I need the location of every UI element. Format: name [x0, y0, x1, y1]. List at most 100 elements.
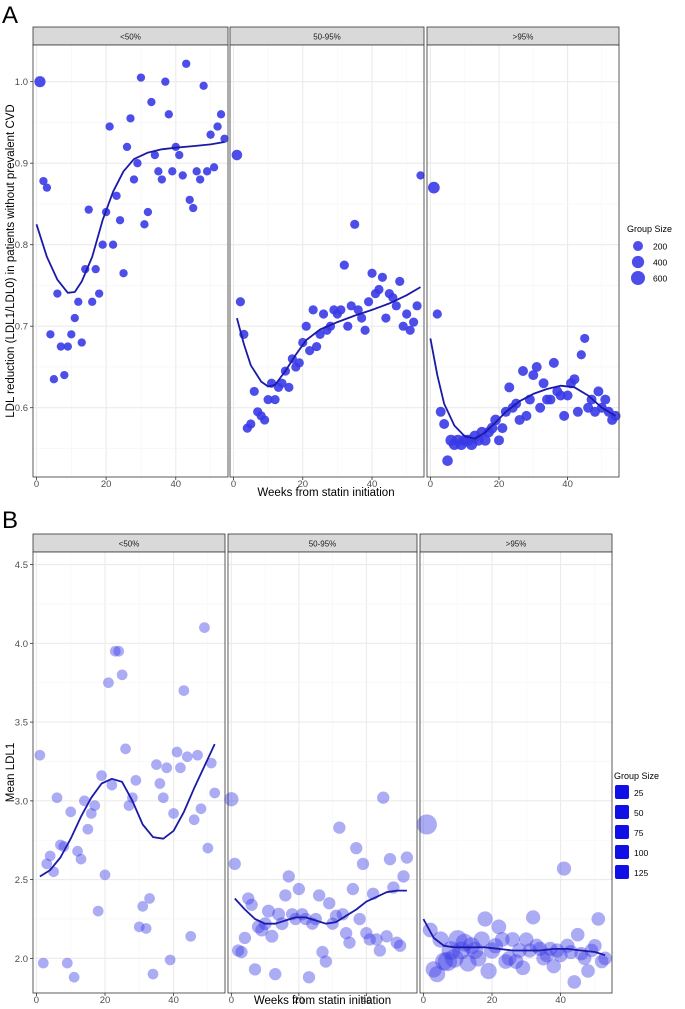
- data-point: [249, 386, 259, 397]
- data-point: [323, 897, 336, 910]
- data-point: [292, 882, 306, 896]
- data-point: [353, 912, 366, 926]
- data-point: [594, 954, 609, 969]
- data-point: [528, 370, 539, 381]
- x-tick-label: 40: [555, 995, 566, 1006]
- data-point: [294, 358, 304, 368]
- data-point: [591, 912, 606, 926]
- legend: Group Size 200 400 600: [627, 224, 672, 286]
- panel-border: [227, 551, 418, 994]
- facet-panel: 50-95% 0 20 40: [229, 26, 425, 490]
- data-point: [55, 839, 66, 851]
- data-point: [209, 163, 219, 172]
- data-point: [562, 390, 573, 401]
- data-point: [168, 808, 179, 819]
- data-point: [473, 931, 490, 948]
- data-point: [526, 910, 541, 925]
- data-point: [171, 746, 183, 758]
- data-point: [497, 423, 508, 434]
- data-point: [199, 622, 210, 633]
- data-point: [308, 305, 318, 315]
- chart-a: <50% 0 20 40 50-95% 0 20 40 >95% 0 20 40 0.6 0.7 0.8 0.…: [5, 26, 672, 499]
- data-point: [350, 841, 363, 855]
- data-point: [448, 930, 468, 949]
- data-point: [140, 220, 149, 229]
- data-point: [532, 941, 548, 957]
- data-point: [333, 821, 346, 834]
- data-point: [416, 814, 437, 835]
- data-point: [37, 957, 49, 969]
- data-point: [538, 378, 549, 389]
- plot-background: [420, 552, 612, 993]
- data-point: [390, 936, 403, 949]
- data-point: [216, 110, 226, 119]
- data-point: [483, 942, 501, 959]
- legend-key: [631, 255, 645, 269]
- y-tick-label: 2.0: [15, 954, 28, 965]
- data-point: [377, 272, 388, 282]
- facet-panel: >95% 0 20 40: [426, 26, 621, 490]
- plot-background: [228, 552, 417, 993]
- data-point: [400, 851, 414, 864]
- data-point: [44, 850, 56, 862]
- data-point: [157, 792, 169, 804]
- data-point: [202, 167, 212, 176]
- x-tick-label: 0: [34, 995, 39, 1006]
- data-point: [65, 806, 77, 818]
- data-point: [521, 410, 532, 421]
- data-point: [556, 861, 572, 876]
- data-point: [432, 309, 442, 319]
- data-point: [299, 912, 312, 926]
- data-point: [374, 284, 384, 295]
- legend-key: [615, 825, 629, 839]
- y-tick-label: 4.5: [15, 560, 28, 571]
- data-point: [531, 361, 542, 372]
- data-point: [103, 677, 114, 689]
- data-point: [213, 122, 222, 131]
- data-point: [397, 870, 410, 883]
- data-point: [519, 932, 534, 947]
- data-point: [157, 175, 166, 184]
- data-point: [144, 893, 155, 904]
- trend-line: [236, 286, 421, 388]
- data-point: [412, 301, 422, 311]
- data-point: [282, 870, 295, 883]
- data-point: [133, 159, 142, 168]
- y-tick-label: 1.0: [15, 77, 28, 88]
- data-point: [122, 142, 132, 152]
- panel-border: [426, 44, 620, 478]
- x-tick-label: 20: [487, 995, 498, 1006]
- facet-strip-label: >95%: [513, 33, 534, 42]
- data-point: [120, 743, 131, 755]
- data-point: [113, 645, 125, 657]
- data-point: [416, 171, 425, 180]
- facet-strip-label: 50-95%: [313, 33, 341, 42]
- data-point: [600, 394, 611, 405]
- data-point: [395, 276, 405, 286]
- data-point: [205, 757, 217, 769]
- data-point: [84, 205, 93, 214]
- data-point: [588, 938, 602, 953]
- data-point: [370, 933, 383, 946]
- data-point: [61, 957, 73, 969]
- trend-line: [39, 743, 216, 878]
- legend-label: 25: [634, 788, 644, 798]
- facet-strip-label: 50-95%: [309, 540, 337, 549]
- x-tick-label: 40: [170, 479, 181, 490]
- data-point: [192, 167, 201, 176]
- trend-line: [35, 141, 225, 294]
- data-point: [209, 787, 221, 799]
- plot-background: [33, 45, 228, 477]
- data-point: [34, 749, 46, 761]
- data-point: [480, 962, 497, 980]
- data-point: [88, 297, 97, 306]
- data-point: [91, 264, 100, 274]
- data-point: [536, 951, 551, 966]
- data-point: [137, 901, 149, 912]
- legend-key: [615, 805, 629, 819]
- data-point: [570, 927, 585, 942]
- y-tick-label: 2.5: [15, 875, 28, 886]
- data-point: [363, 933, 376, 946]
- data-point: [535, 402, 546, 413]
- data-point: [486, 422, 498, 434]
